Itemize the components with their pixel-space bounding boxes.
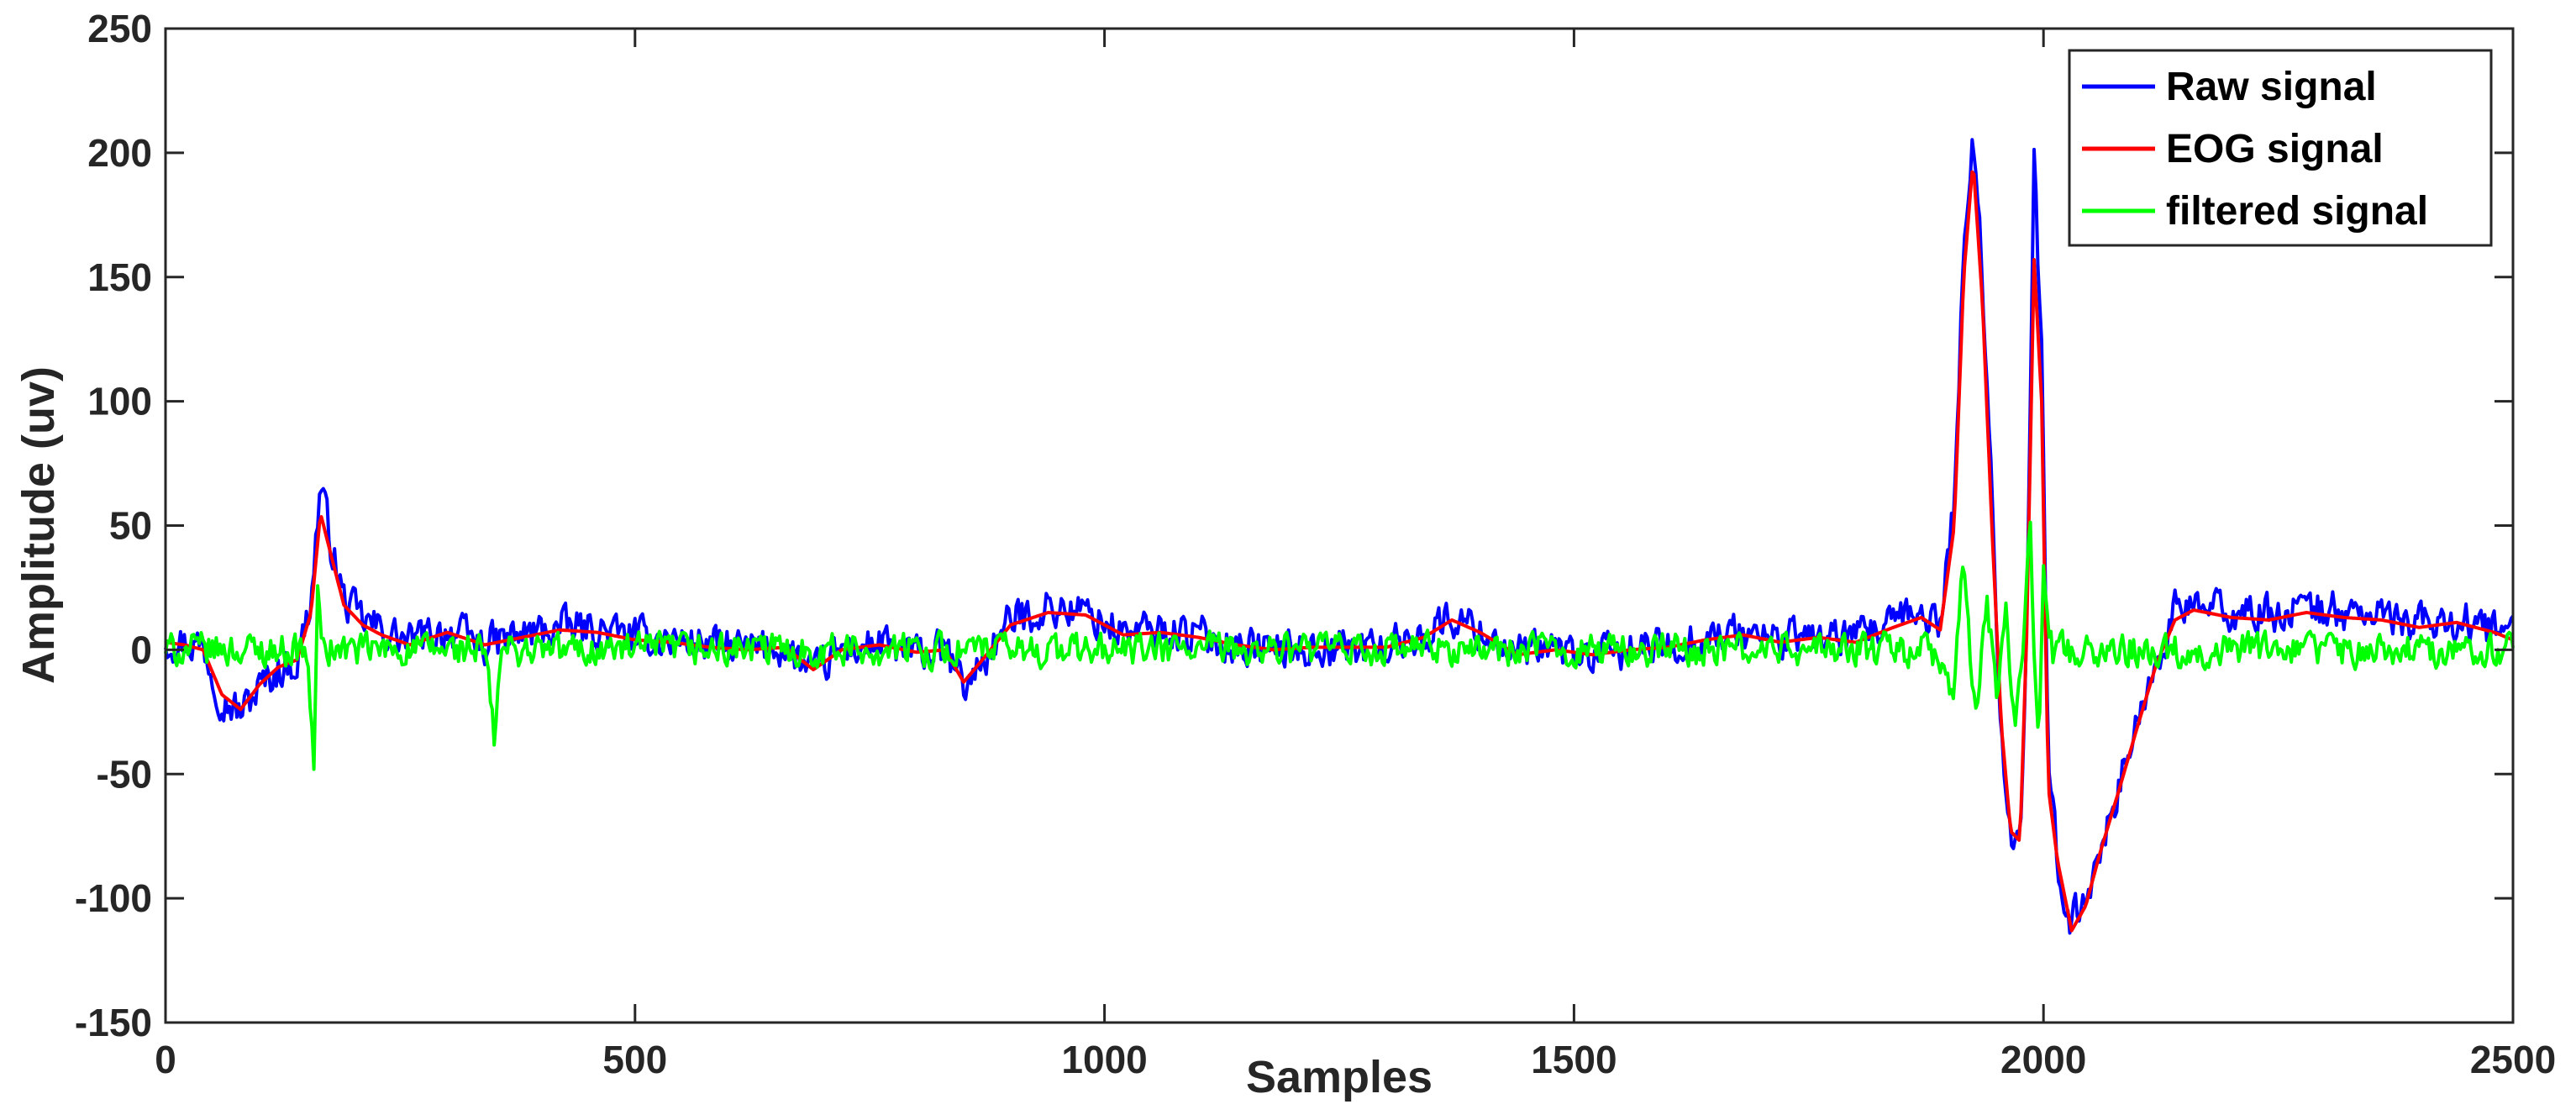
y-tick-label: 0 <box>130 628 152 671</box>
y-tick-label: 100 <box>87 380 152 423</box>
x-tick-label: 1000 <box>1061 1038 1147 1081</box>
y-tick-label: 50 <box>109 504 152 548</box>
y-tick-label: -100 <box>75 876 152 920</box>
x-tick-label: 2500 <box>2470 1038 2556 1081</box>
y-axis-title: Amplitude (uv) <box>13 366 64 684</box>
legend-label-filtered-signal: filtered signal <box>2166 189 2428 234</box>
series-line-raw-signal <box>164 138 2515 935</box>
series-line-eog-signal <box>165 170 2514 933</box>
y-tick-label: -150 <box>75 1001 152 1044</box>
y-tick-label: 250 <box>87 7 152 50</box>
x-tick-label: 1500 <box>1531 1038 1617 1081</box>
x-axis-title: Samples <box>1246 1052 1433 1102</box>
x-tick-label: 500 <box>602 1038 667 1081</box>
y-tick-label: 150 <box>87 255 152 299</box>
series-line-filtered-signal <box>164 520 2515 771</box>
y-tick-label: 200 <box>87 131 152 175</box>
legend-label-raw-signal: Raw signal <box>2166 65 2377 109</box>
tick-marks <box>164 27 2515 1024</box>
x-tick-label: 2000 <box>2000 1038 2086 1081</box>
y-tick-label: -50 <box>97 752 152 796</box>
legend-label-eog-signal: EOG signal <box>2166 127 2384 171</box>
series-layer <box>164 138 2515 935</box>
x-tick-label: 0 <box>155 1038 176 1081</box>
legend: Raw signal EOG signal filtered signal <box>2068 49 2493 247</box>
y-tick-labels: -150 -100 -50 0 50 100 150 200 250 <box>75 7 152 1044</box>
x-tick-labels: 0 500 1000 1500 2000 2500 <box>155 1038 2556 1081</box>
